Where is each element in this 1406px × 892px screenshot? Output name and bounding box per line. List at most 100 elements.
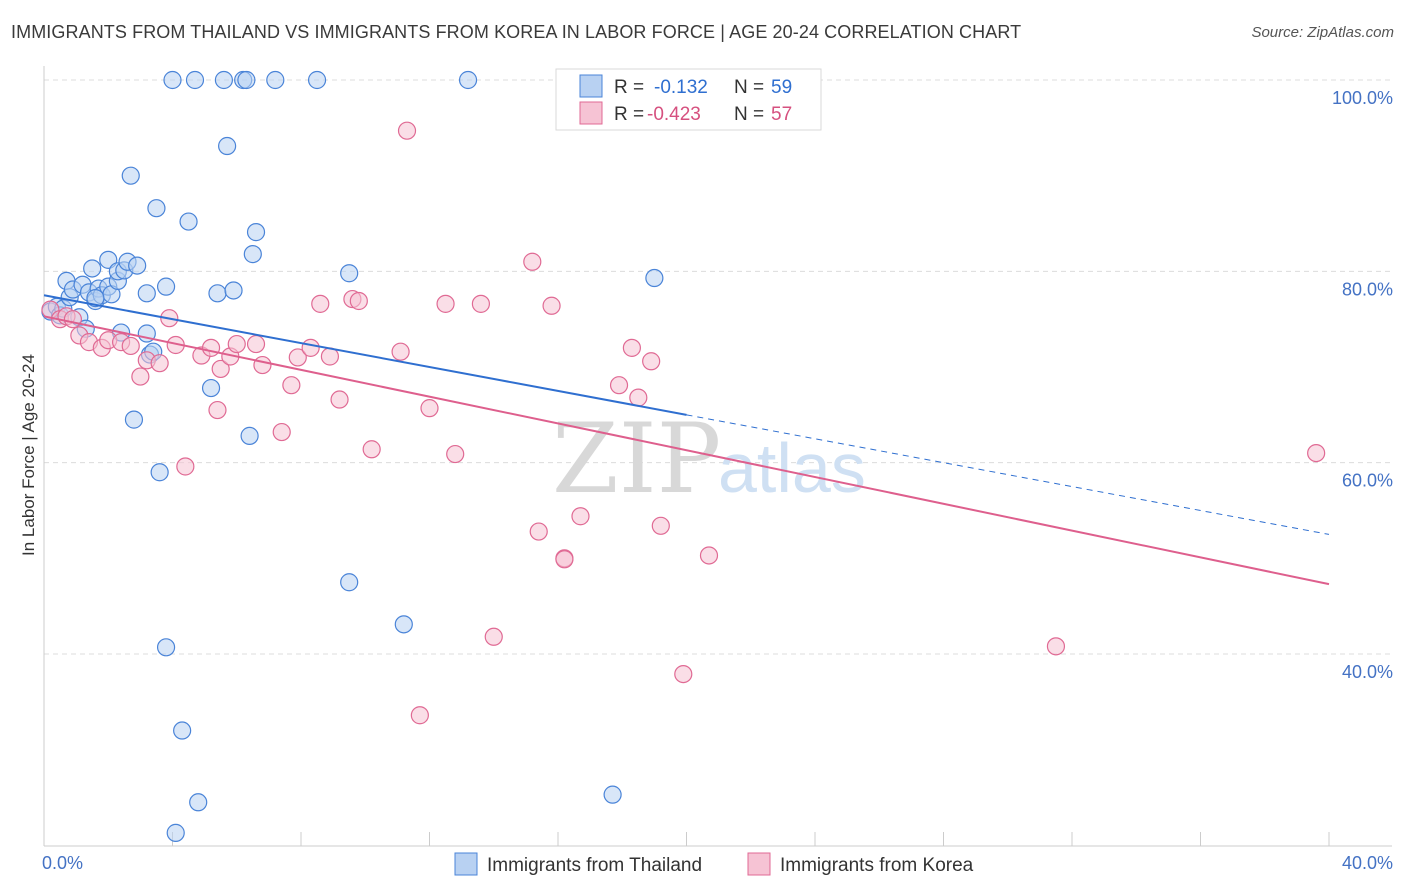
korea-point (301, 338, 320, 357)
x-tick-labels: 0.0% 40.0% (42, 853, 1393, 873)
legend-r-label-thailand: R = (614, 77, 644, 98)
thailand-point (147, 199, 166, 218)
legend-swatch-thailand (579, 74, 603, 98)
korea-point (397, 121, 417, 140)
korea-point (246, 334, 266, 354)
korea-point (523, 252, 542, 271)
watermark: ZIP atlas (552, 403, 866, 515)
thailand-point (603, 785, 622, 804)
y-tick-label-60: 60.0% (1342, 471, 1393, 491)
korea-point (420, 399, 439, 418)
thailand-point (179, 212, 198, 231)
legend-n-label-korea: N = (734, 104, 764, 125)
gridlines (44, 79, 1392, 655)
legend-swatch-korea (579, 101, 603, 125)
series-legend: Immigrants from Thailand Immigrants from… (454, 852, 974, 876)
thailand-point (124, 410, 144, 429)
korea-point (651, 516, 670, 535)
thailand-point (173, 721, 192, 740)
korea-point (349, 291, 368, 311)
trend-lines (43, 294, 1330, 586)
legend-r-label-korea: R = (614, 104, 644, 125)
legend-r-value-korea: -0.423 (647, 104, 701, 125)
thailand-point (237, 70, 256, 90)
korea-point (571, 507, 590, 526)
bottom-legend-swatch-thailand (454, 852, 478, 876)
korea-point (609, 376, 629, 395)
korea-point (542, 296, 561, 315)
thailand-point (243, 245, 262, 264)
korea-point (121, 336, 140, 356)
korea-point (282, 376, 301, 395)
thailand-point (458, 70, 478, 90)
korea-point (529, 522, 548, 541)
korea-point (1046, 637, 1066, 656)
bottom-legend-label-korea: Immigrants from Korea (780, 855, 974, 876)
korea-point (150, 354, 169, 373)
thailand-point (83, 259, 102, 278)
korea-point (622, 338, 641, 357)
korea-point (555, 550, 574, 569)
korea-point (131, 367, 150, 386)
korea-point (176, 457, 195, 476)
legend-n-label-thailand: N = (734, 77, 764, 98)
thailand-point (214, 70, 233, 90)
thailand-point (340, 573, 359, 592)
legend-n-value-thailand: 59 (771, 77, 792, 98)
thailand-point (185, 70, 205, 90)
korea-point (436, 294, 455, 313)
korea-point (446, 444, 465, 464)
korea-point (699, 546, 719, 565)
korea-point (674, 664, 693, 684)
thailand-point (137, 284, 156, 303)
thailand-point (201, 378, 221, 398)
korea-point (1307, 444, 1326, 463)
thailand-point (121, 166, 140, 185)
watermark-atlas: atlas (718, 429, 866, 507)
y-tick-label-80: 80.0% (1342, 279, 1393, 299)
trend-line-korea (43, 315, 1330, 586)
trend-line-thailand-extension (686, 414, 1330, 535)
korea-point (629, 388, 648, 407)
korea-point (201, 338, 221, 357)
korea-point (211, 359, 230, 379)
korea-point (208, 400, 227, 420)
bottom-legend-label-thailand: Immigrants from Thailand (487, 855, 702, 876)
korea-point (410, 706, 429, 725)
thailand-point (645, 268, 664, 288)
thailand-point (340, 264, 359, 283)
thailand-point (163, 70, 182, 90)
legend-n-value-korea: 57 (771, 104, 792, 125)
x-tick-label-max: 40.0% (1342, 853, 1393, 873)
korea-point (642, 352, 661, 371)
korea-point (253, 355, 272, 375)
korea-point (311, 294, 330, 313)
korea-point (330, 390, 349, 409)
korea-point (362, 440, 381, 459)
thailand-point (266, 70, 285, 90)
thailand-point (208, 284, 227, 303)
thailand-point (156, 277, 176, 296)
korea-point (288, 348, 307, 367)
thailand-point (218, 136, 237, 156)
korea-point (272, 422, 291, 442)
correlation-legend: R = -0.132 N = 59 R = -0.423 N = 57 (555, 68, 822, 131)
korea-point (63, 310, 83, 329)
legend-r-value-thailand: -0.132 (654, 77, 708, 98)
thailand-point (224, 281, 243, 300)
thailand-point (246, 223, 266, 242)
source-credit: Source: ZipAtlas.com (1251, 24, 1394, 41)
thailand-point (166, 823, 185, 842)
korea-point (391, 342, 410, 361)
korea-point (484, 627, 503, 646)
thailand-point (394, 615, 413, 634)
thailand-point (156, 638, 176, 657)
x-tick-label-min: 0.0% (42, 853, 83, 873)
watermark-zip: ZIP (552, 403, 721, 515)
thailand-point (307, 70, 327, 90)
trend-line-thailand (43, 294, 687, 416)
korea-point (227, 334, 246, 354)
thailand-point (128, 256, 147, 275)
thailand-point (86, 289, 105, 308)
